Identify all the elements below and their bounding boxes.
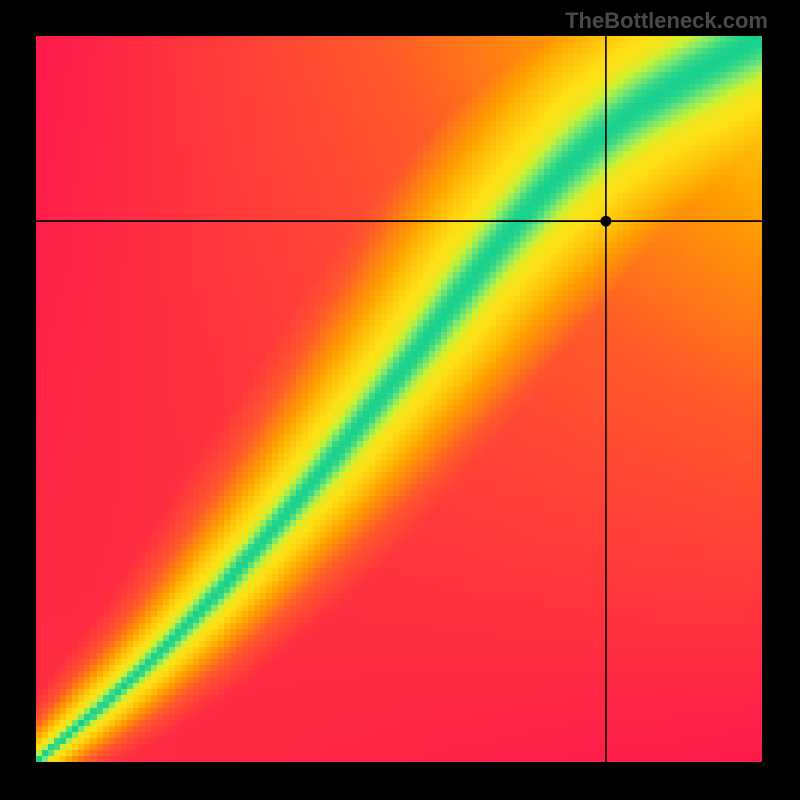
plot-area bbox=[36, 36, 762, 762]
watermark-text: TheBottleneck.com bbox=[565, 8, 768, 34]
heatmap-canvas bbox=[36, 36, 762, 762]
chart-frame: TheBottleneck.com bbox=[0, 0, 800, 800]
